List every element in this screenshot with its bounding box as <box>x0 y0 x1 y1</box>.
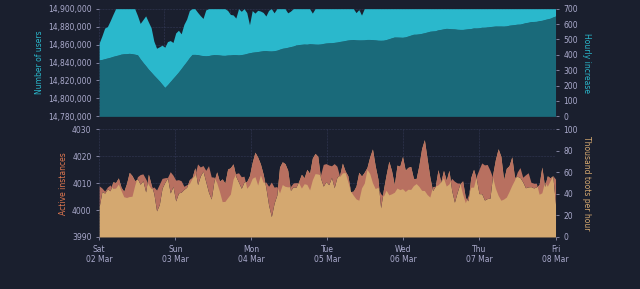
Y-axis label: Hourly increase: Hourly increase <box>582 33 591 92</box>
Y-axis label: Active instances: Active instances <box>59 152 68 214</box>
Y-axis label: Thousand toots per hour: Thousand toots per hour <box>582 136 591 230</box>
Y-axis label: Number of users: Number of users <box>35 31 44 94</box>
